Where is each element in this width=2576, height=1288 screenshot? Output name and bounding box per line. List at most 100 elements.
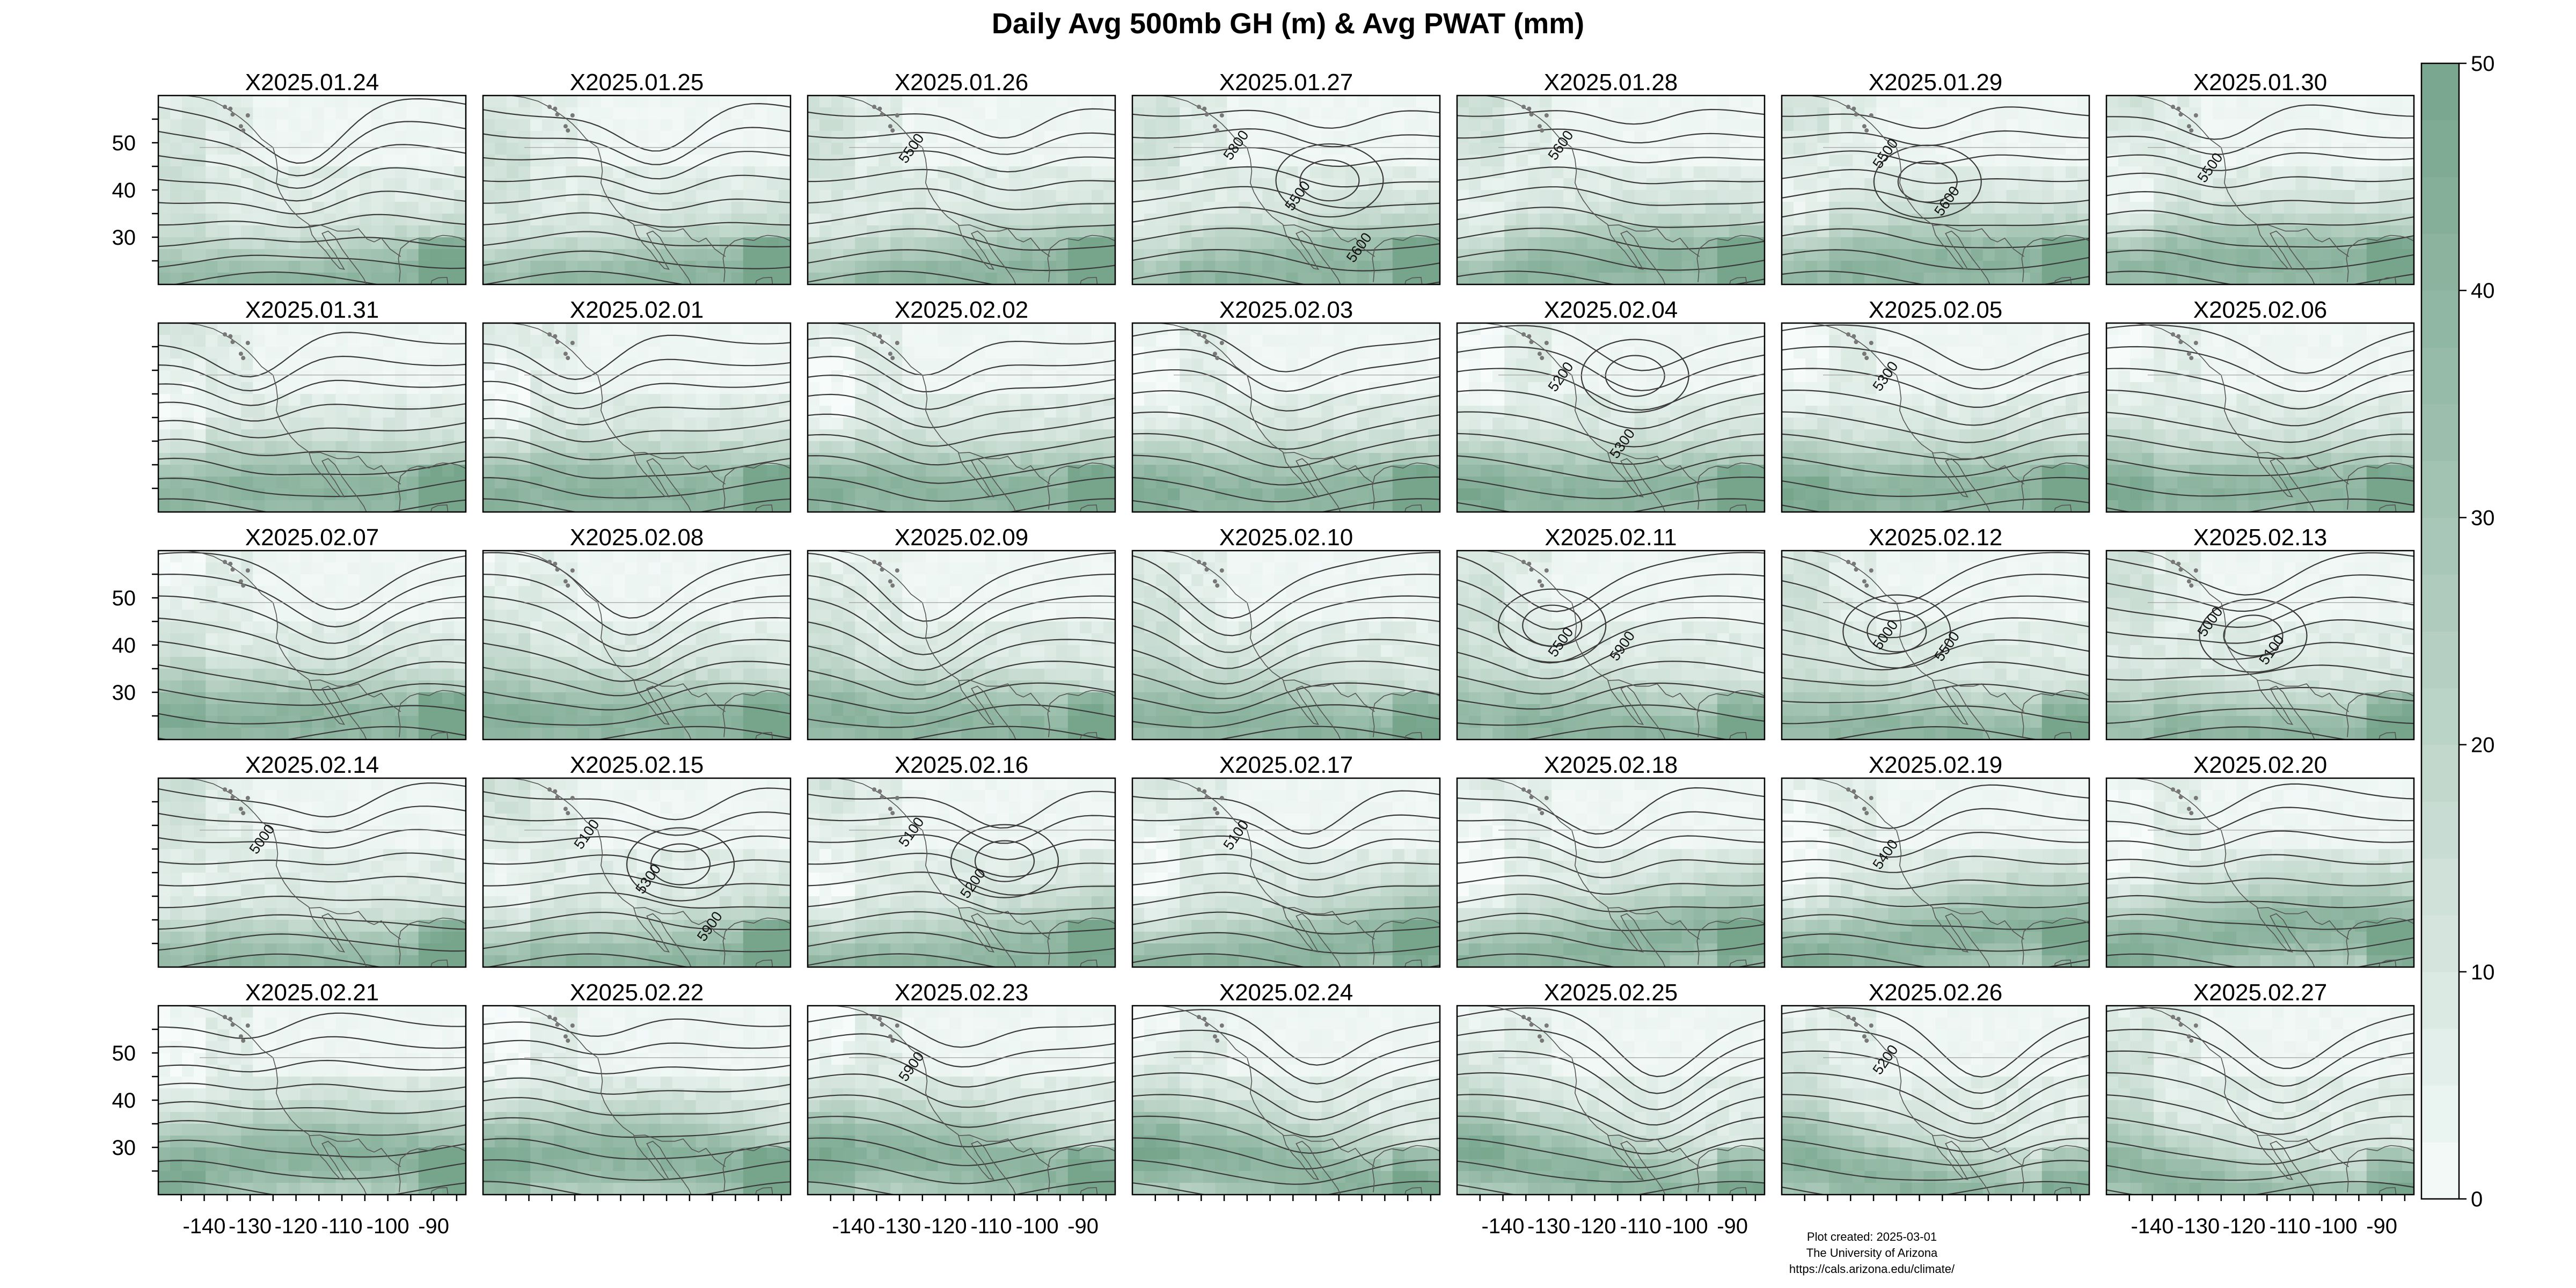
gh-contour (1782, 1138, 2089, 1166)
gh-contour (808, 573, 1115, 639)
panel-X2025.02.09: X2025.02.09 (807, 524, 1116, 741)
gh-contour (2106, 210, 2414, 226)
gh-contour (1132, 248, 1440, 272)
gh-contour (808, 131, 1115, 155)
panel-title: X2025.02.27 (2193, 979, 2328, 1006)
gh-contour (158, 639, 466, 676)
gh-contour (808, 891, 1115, 915)
gh-contour (808, 852, 1115, 878)
colorbar-bin (2421, 233, 2459, 291)
x-tick-label: -120 (2223, 1214, 2266, 1238)
coastlines (1482, 1006, 1765, 1195)
gh-contour (808, 834, 1115, 860)
coastlines (2131, 778, 2414, 967)
pwat-field (1457, 551, 1765, 740)
coastlines (508, 1006, 791, 1195)
gh-contour (1782, 661, 2089, 686)
gh-contour (2106, 1116, 2414, 1150)
gh-contour (808, 911, 1115, 934)
panel-title: X2025.02.08 (570, 524, 704, 551)
panel-title: X2025.02.11 (1545, 524, 1677, 551)
gh-contour (158, 933, 466, 952)
gh-contour (1782, 784, 2089, 829)
coastlines (832, 96, 1115, 284)
panel-X2025.02.22: X2025.02.22 (482, 979, 792, 1201)
panel-title: X2025.01.27 (1219, 69, 1353, 96)
gh-contour (1782, 1094, 2089, 1139)
gh-contour (158, 1036, 466, 1056)
gh-contour (1457, 325, 1765, 371)
gh-contour (1457, 811, 1765, 848)
gh-contour (483, 932, 791, 953)
gh-contour (483, 477, 791, 499)
gh-contours (1457, 1007, 1765, 1195)
gh-contour (2106, 664, 2414, 681)
colorbar-tick-label: 0 (2471, 1188, 2483, 1211)
gh-contour (906, 726, 1111, 740)
gh-contour (808, 188, 1115, 210)
panel-frame (2105, 322, 2415, 513)
gh-contour (483, 334, 791, 380)
gh-contour (1457, 1115, 1765, 1155)
colorbar-bin (2421, 120, 2459, 178)
gh-contour (1132, 270, 1440, 284)
panel-frame (2105, 1005, 2415, 1196)
coastlines (1806, 323, 2089, 512)
gh-contour (483, 358, 791, 394)
gh-contour (1132, 411, 1440, 450)
gh-contour (1782, 1007, 2089, 1078)
panel-title: X2025.02.23 (895, 979, 1029, 1006)
gh-contour (808, 682, 1115, 714)
coastlines (508, 778, 791, 967)
gh-contour (483, 1117, 791, 1138)
coastlines (832, 1006, 1115, 1195)
gh-contour (1782, 831, 2089, 858)
panel-frame (1456, 322, 1766, 513)
x-tick-label: -120 (924, 1214, 967, 1238)
gh-contour (808, 1033, 1115, 1068)
gh-contour (1132, 953, 1440, 967)
pwat-field (1457, 96, 1765, 284)
gh-contours (1782, 106, 2089, 284)
gh-contour (1457, 787, 1765, 835)
gh-contour (1457, 108, 1765, 125)
gh-contour (1782, 477, 2089, 497)
gh-contour (2106, 854, 2414, 867)
coastlines (832, 778, 1115, 967)
pwat-field (483, 323, 791, 512)
gh-contour (2106, 574, 2414, 612)
gh-contour (1457, 228, 1765, 250)
gh-contours (483, 103, 791, 284)
gh-contour (484, 953, 691, 967)
gh-contour (483, 704, 791, 726)
panel-frame (807, 94, 1116, 286)
gh-contour (483, 194, 791, 211)
gh-contour (1132, 1137, 1440, 1170)
panel-title: X2025.01.29 (1869, 69, 2003, 96)
x-tick-label: -130 (2177, 1214, 2220, 1238)
gh-contour (1457, 207, 1765, 228)
gh-contour (2106, 346, 2414, 392)
pwat-field (2106, 96, 2414, 284)
panel-title: X2025.02.07 (245, 524, 379, 551)
gh-contour (2106, 104, 2414, 140)
coastlines (1157, 323, 1440, 512)
x-tick-label: -130 (878, 1214, 921, 1238)
gh-contour (483, 151, 791, 180)
gh-contour (158, 457, 466, 475)
pwat-field (483, 778, 791, 967)
gh-contour (158, 144, 466, 189)
gh-contours (808, 791, 1115, 967)
gh-contour (1782, 106, 2089, 129)
gh-contour (1782, 270, 2089, 284)
panel-X2025.02.27: X2025.02.27 -140 -130 -120 -110 -100 -90 (2105, 979, 2415, 1238)
gh-contour (1132, 1009, 1440, 1066)
gh-contour (171, 271, 381, 284)
coastlines (508, 96, 791, 284)
x-tick-label: -120 (275, 1214, 318, 1238)
gh-contour (1457, 932, 1765, 953)
gh-contour (1457, 166, 1765, 185)
